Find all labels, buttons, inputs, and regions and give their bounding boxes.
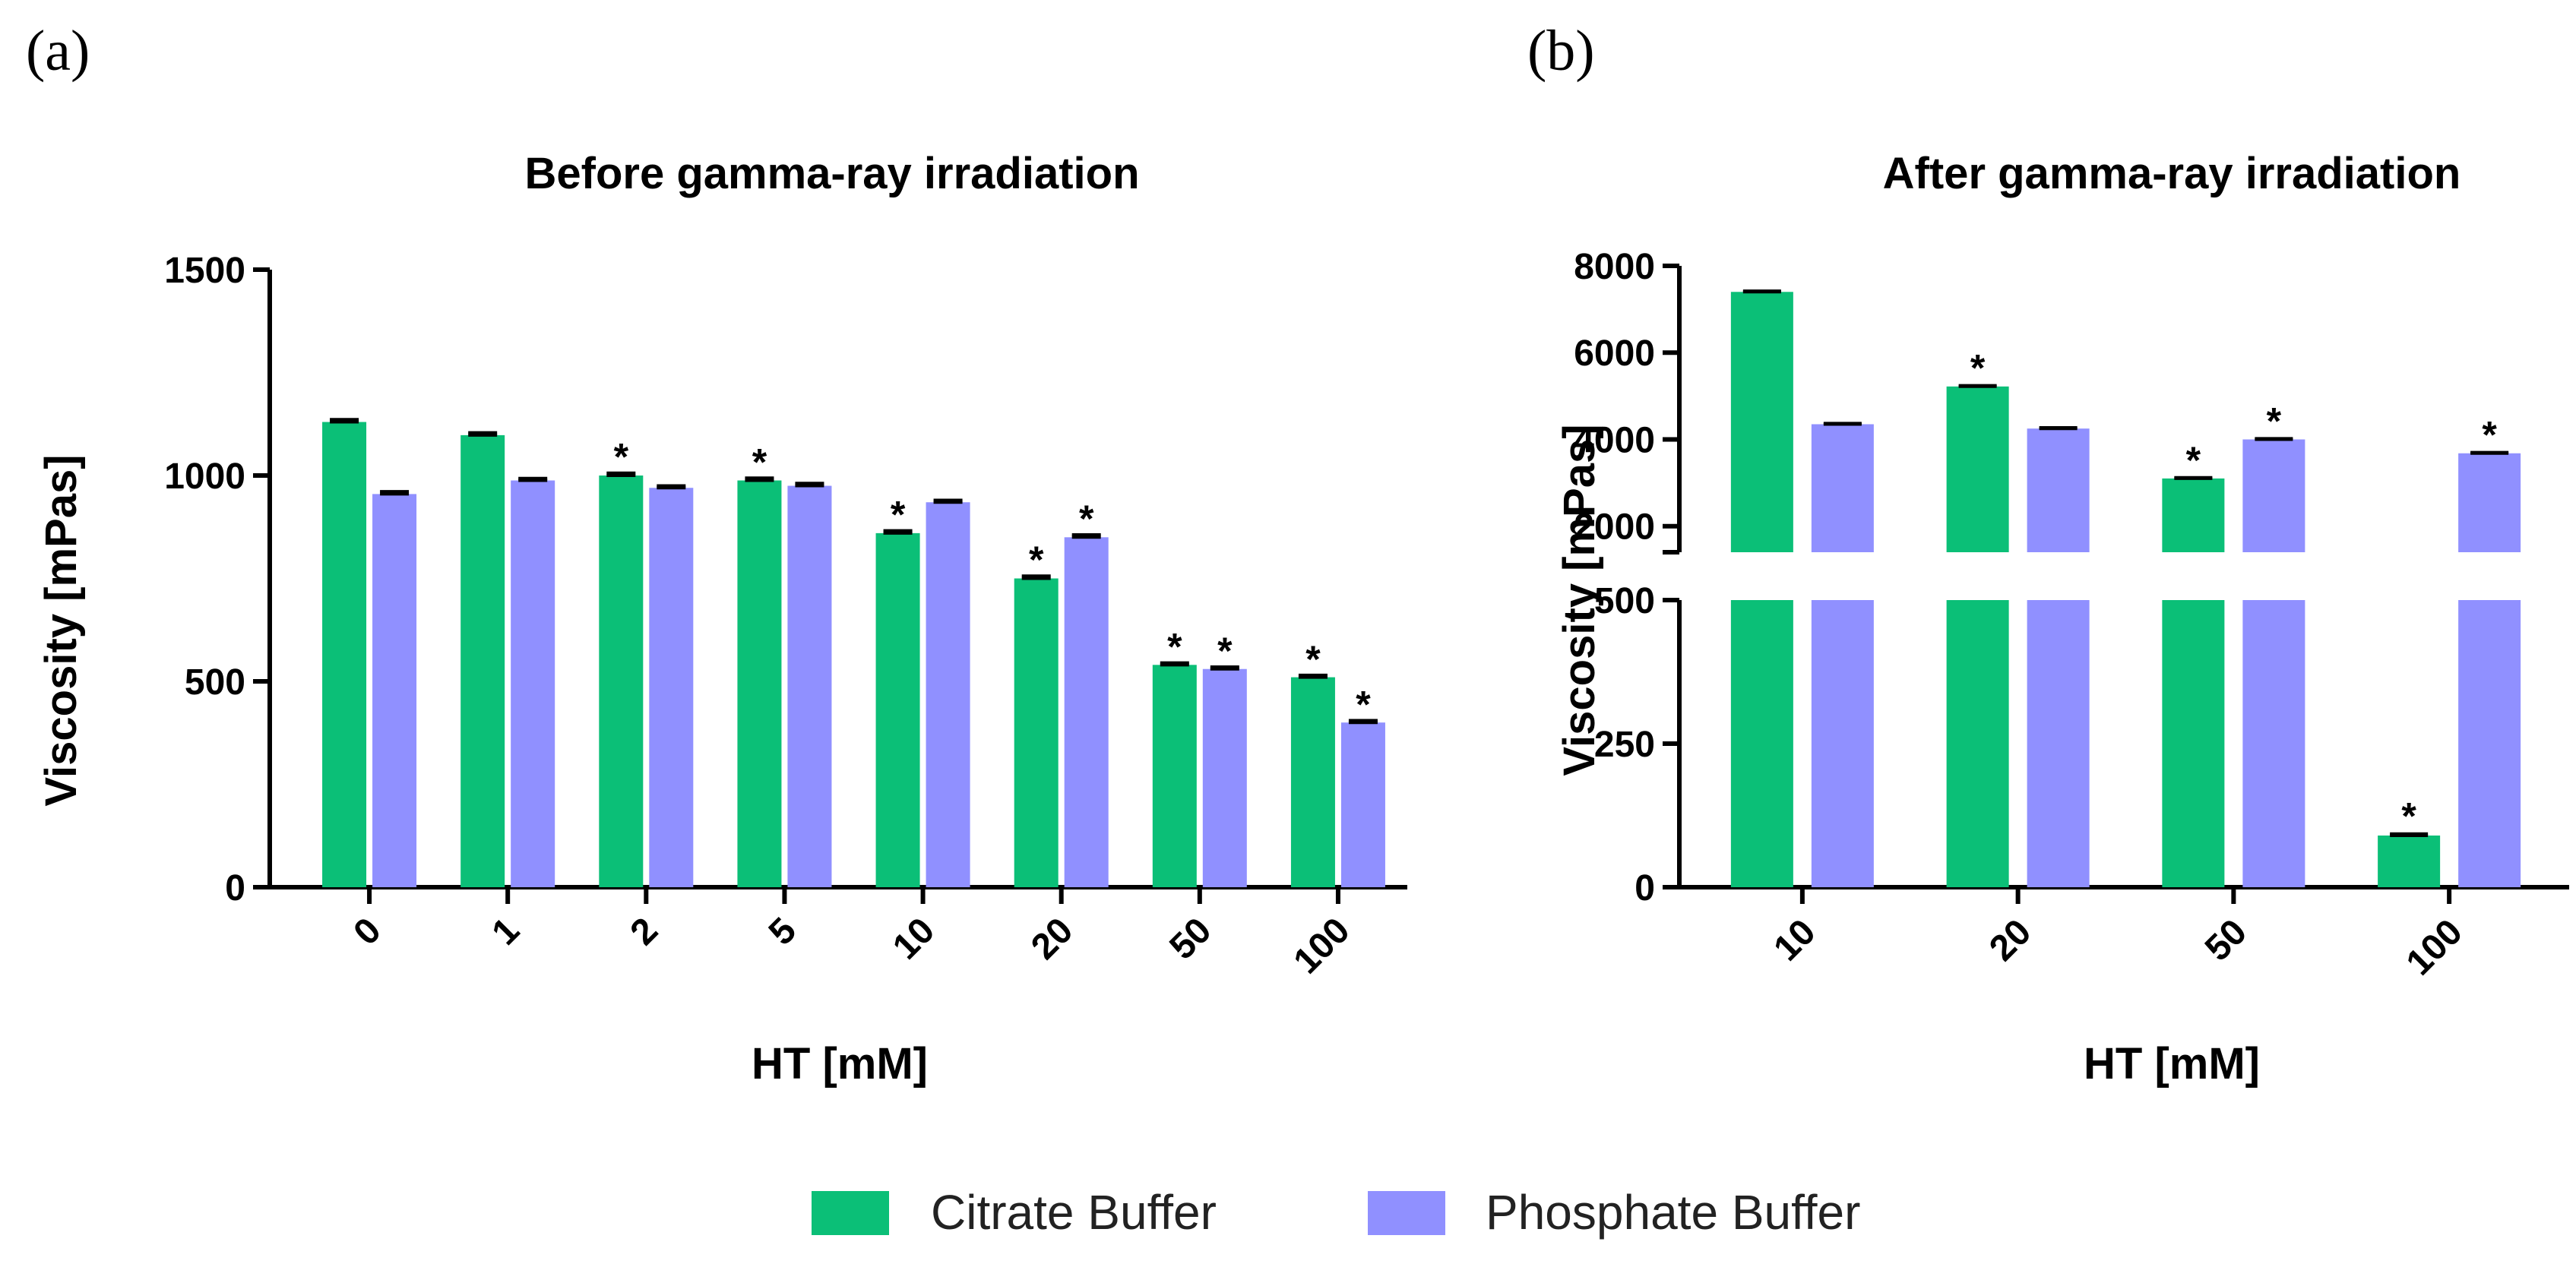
panel-b-bar-citrate-upper (2162, 478, 2225, 552)
panel-b-bar-phosphate-upper (2027, 428, 2090, 552)
panel-a-bar-phosphate (649, 488, 694, 887)
panel-a-ytick-label: 500 (185, 662, 245, 703)
panel-a-xtick-label: 2 (623, 910, 666, 953)
panel-a-xtick-label: 50 (1162, 910, 1219, 967)
panel-a-significance-star: * (891, 494, 906, 536)
legend-swatch-citrate (812, 1191, 889, 1235)
panel-a-bar-citrate (1014, 578, 1059, 887)
panel-a-significance-star: * (1029, 539, 1044, 581)
panel-b-ytick-label: 0 (1635, 868, 1655, 908)
panel-a-title: Before gamma-ray irradiation (524, 149, 1139, 198)
panel-b-ytick-label: 250 (1594, 725, 1655, 765)
panel-a-bar-phosphate (1064, 537, 1109, 887)
panel-b-bar-citrate-lower (1946, 600, 2009, 887)
panel-b-bar-phosphate-lower (2242, 600, 2305, 887)
panel-b-xlabel: HT [mM] (2084, 1039, 2260, 1088)
panel-a-bar-citrate (599, 476, 644, 887)
panel-a-xtick-label: 0 (346, 910, 388, 953)
panel-a-significance-star: * (1305, 638, 1321, 681)
panel-b-bar-citrate-upper (1730, 292, 1793, 552)
panel-b-bar-phosphate-upper (2242, 439, 2305, 552)
panel-a-bar-citrate (1152, 665, 1197, 887)
panel-b-ytick-label: 500 (1594, 581, 1655, 621)
panel-a-bar-citrate (737, 480, 782, 887)
legend-label-phosphate: Phosphate Buffer (1486, 1185, 1860, 1240)
panel-b-significance-star: * (1970, 347, 1986, 390)
panel-a-bar-citrate (1290, 677, 1335, 887)
panel-b-bar-phosphate-lower (2458, 600, 2521, 887)
panel-b-bar-phosphate-upper (1811, 424, 1874, 552)
panel-a-significance-star: * (614, 436, 629, 479)
panel-b-ytick-label: 2000 (1574, 507, 1655, 548)
panel-a-ylabel: Viscosity [mPas] (36, 454, 86, 806)
panel-a-xtick-label: 5 (761, 910, 804, 953)
panel-b-bar-phosphate-upper (2458, 453, 2521, 552)
panel-a-bar-citrate (875, 532, 920, 887)
panel-a-bar-phosphate (787, 485, 832, 887)
panel-b-title: After gamma-ray irradiation (1883, 149, 2461, 198)
panel-b-significance-star: * (2267, 400, 2282, 442)
legend-swatch-phosphate (1368, 1191, 1445, 1235)
panel-a-significance-star: * (1356, 683, 1371, 725)
panel-b-ytick-label: 6000 (1574, 333, 1655, 374)
panel-b-bar-citrate (2378, 835, 2441, 887)
legend: Citrate Buffer Phosphate Buffer (812, 1185, 1860, 1240)
panel-b-bar-citrate-upper (1946, 386, 2009, 552)
panel-a-bar-phosphate (926, 502, 970, 887)
panel-a-xtick-label: 20 (1024, 910, 1081, 967)
panel-b-xtick-label: 10 (1766, 912, 1823, 968)
panel-a-xlabel: HT [mM] (752, 1039, 928, 1088)
panel-b-ylabel: Viscosity [mPas] (1555, 424, 1604, 776)
panel-a-bar-citrate (460, 434, 505, 887)
panel-a-significance-star: * (1079, 498, 1094, 540)
panel-a-significance-star: * (1217, 630, 1233, 672)
panel-a-bar-phosphate (1340, 722, 1385, 887)
panel-a-ytick-label: 1500 (164, 251, 245, 291)
panel-b-label: (b) (1527, 19, 1595, 83)
panel-a-plot: 0 500 1000 1500 0 1 * 2 * 5 * 10 * * 20 * * 50 * * 100 (164, 251, 1407, 981)
panel-a-bar-citrate (322, 422, 367, 887)
panel-b-bar-citrate-lower (2162, 600, 2225, 887)
panel-a-bar-phosphate (1202, 668, 1247, 887)
panel-a-ytick-label: 1000 (164, 457, 245, 497)
panel-a-significance-star: * (752, 441, 767, 483)
panel-b-significance-star: * (2401, 795, 2416, 838)
panel-a-xtick-label: 1 (485, 910, 527, 953)
legend-label-citrate: Citrate Buffer (931, 1185, 1217, 1240)
panel-b-xtick-label: 100 (2399, 912, 2470, 983)
panel-b-ytick-label: 4000 (1574, 420, 1655, 460)
panel-b-xtick-label: 20 (1982, 912, 2039, 968)
panel-b-bar-citrate-lower (1730, 600, 1793, 887)
panel-a-xtick-label: 100 (1286, 910, 1358, 981)
panel-a-bar-phosphate (372, 494, 417, 887)
panel-a-significance-star: * (1167, 626, 1182, 668)
panel-b-significance-star: * (2482, 414, 2497, 457)
panel-b-bar-phosphate-lower (1811, 600, 1874, 887)
panel-b-bar-phosphate-lower (2027, 600, 2090, 887)
panel-a-xtick-label: 10 (885, 910, 942, 967)
panel-b-ytick-label: 8000 (1574, 247, 1655, 287)
panel-b-plot: 2000 4000 6000 8000 0 250 500 10 * 20 * * 50 * * 100 (1574, 247, 2569, 983)
panel-a-ytick-label: 0 (225, 868, 245, 908)
panel-a-label: (a) (26, 19, 90, 83)
panel-b-significance-star: * (2186, 439, 2201, 482)
panel-b-xtick-label: 50 (2198, 912, 2255, 968)
panel-a-bar-phosphate (511, 480, 555, 887)
